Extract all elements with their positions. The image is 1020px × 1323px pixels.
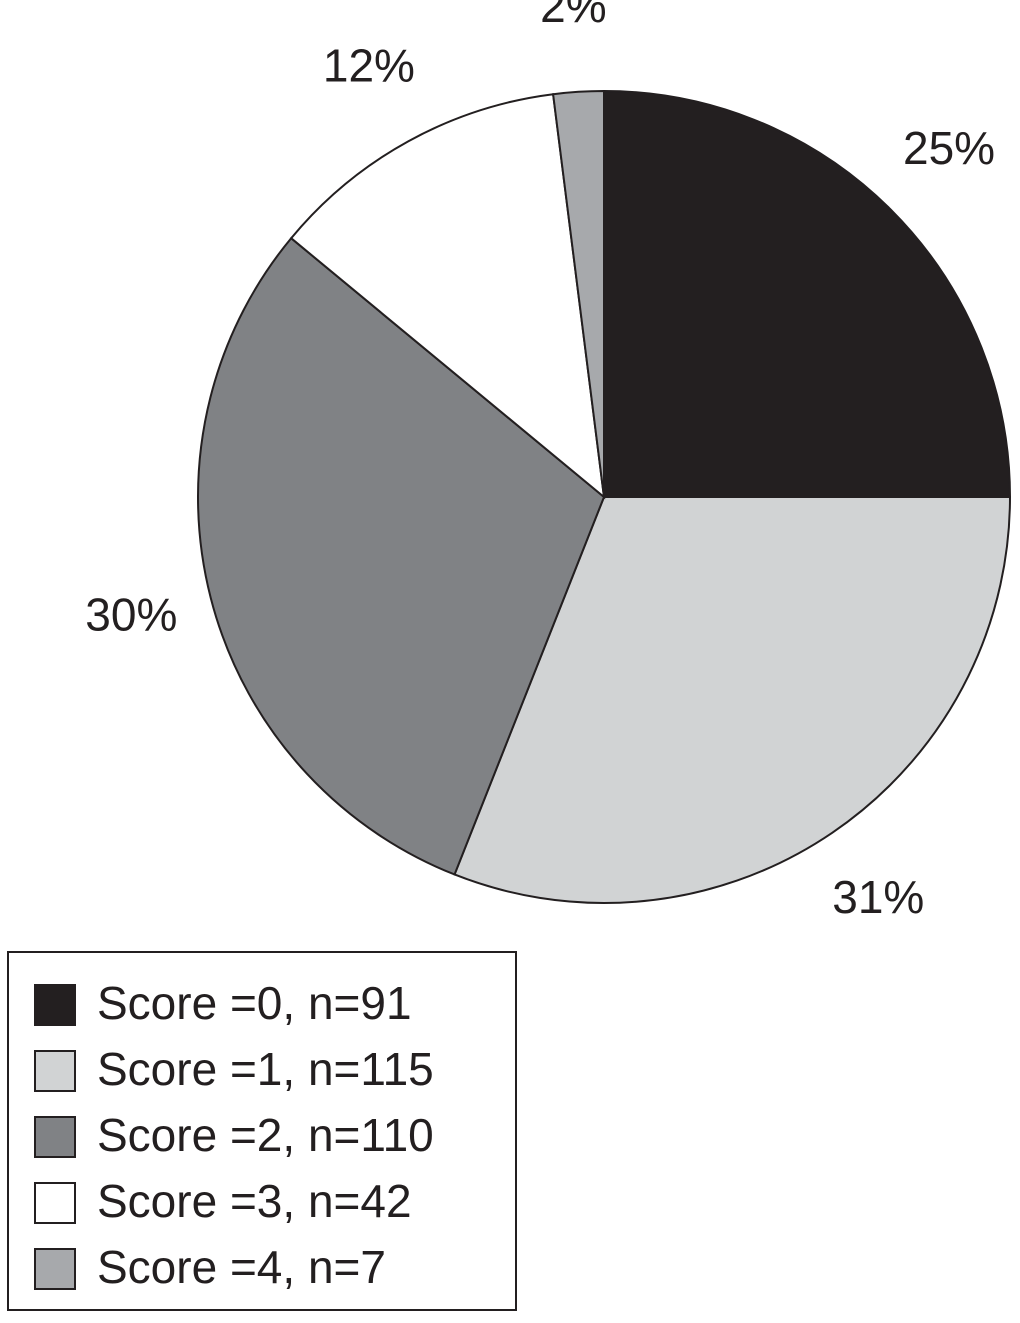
legend-label: Score =3, n=42 (97, 1175, 412, 1227)
legend-swatch (34, 984, 76, 1026)
legend-swatch (34, 1182, 76, 1224)
legend-box (7, 951, 517, 1311)
legend-swatch (34, 1050, 76, 1092)
legend-swatch (34, 1248, 76, 1290)
legend-label: Score =1, n=115 (97, 1043, 434, 1095)
pie-slice (603, 89, 1012, 498)
pie-slice (551, 89, 605, 498)
pie-slice (197, 236, 606, 876)
data-label: 12% (323, 40, 415, 92)
pie-slice (289, 93, 606, 500)
legend-swatch (34, 1116, 76, 1158)
data-label: 2% (540, 0, 606, 32)
data-label: 30% (85, 589, 177, 641)
legend-label: Score =2, n=110 (97, 1109, 434, 1161)
legend-label: Score =0, n=91 (97, 977, 412, 1029)
data-label: 25% (903, 122, 995, 174)
data-label: 31% (832, 871, 924, 923)
pie-slice (453, 496, 1012, 904)
legend-label: Score =4, n=7 (97, 1241, 386, 1293)
